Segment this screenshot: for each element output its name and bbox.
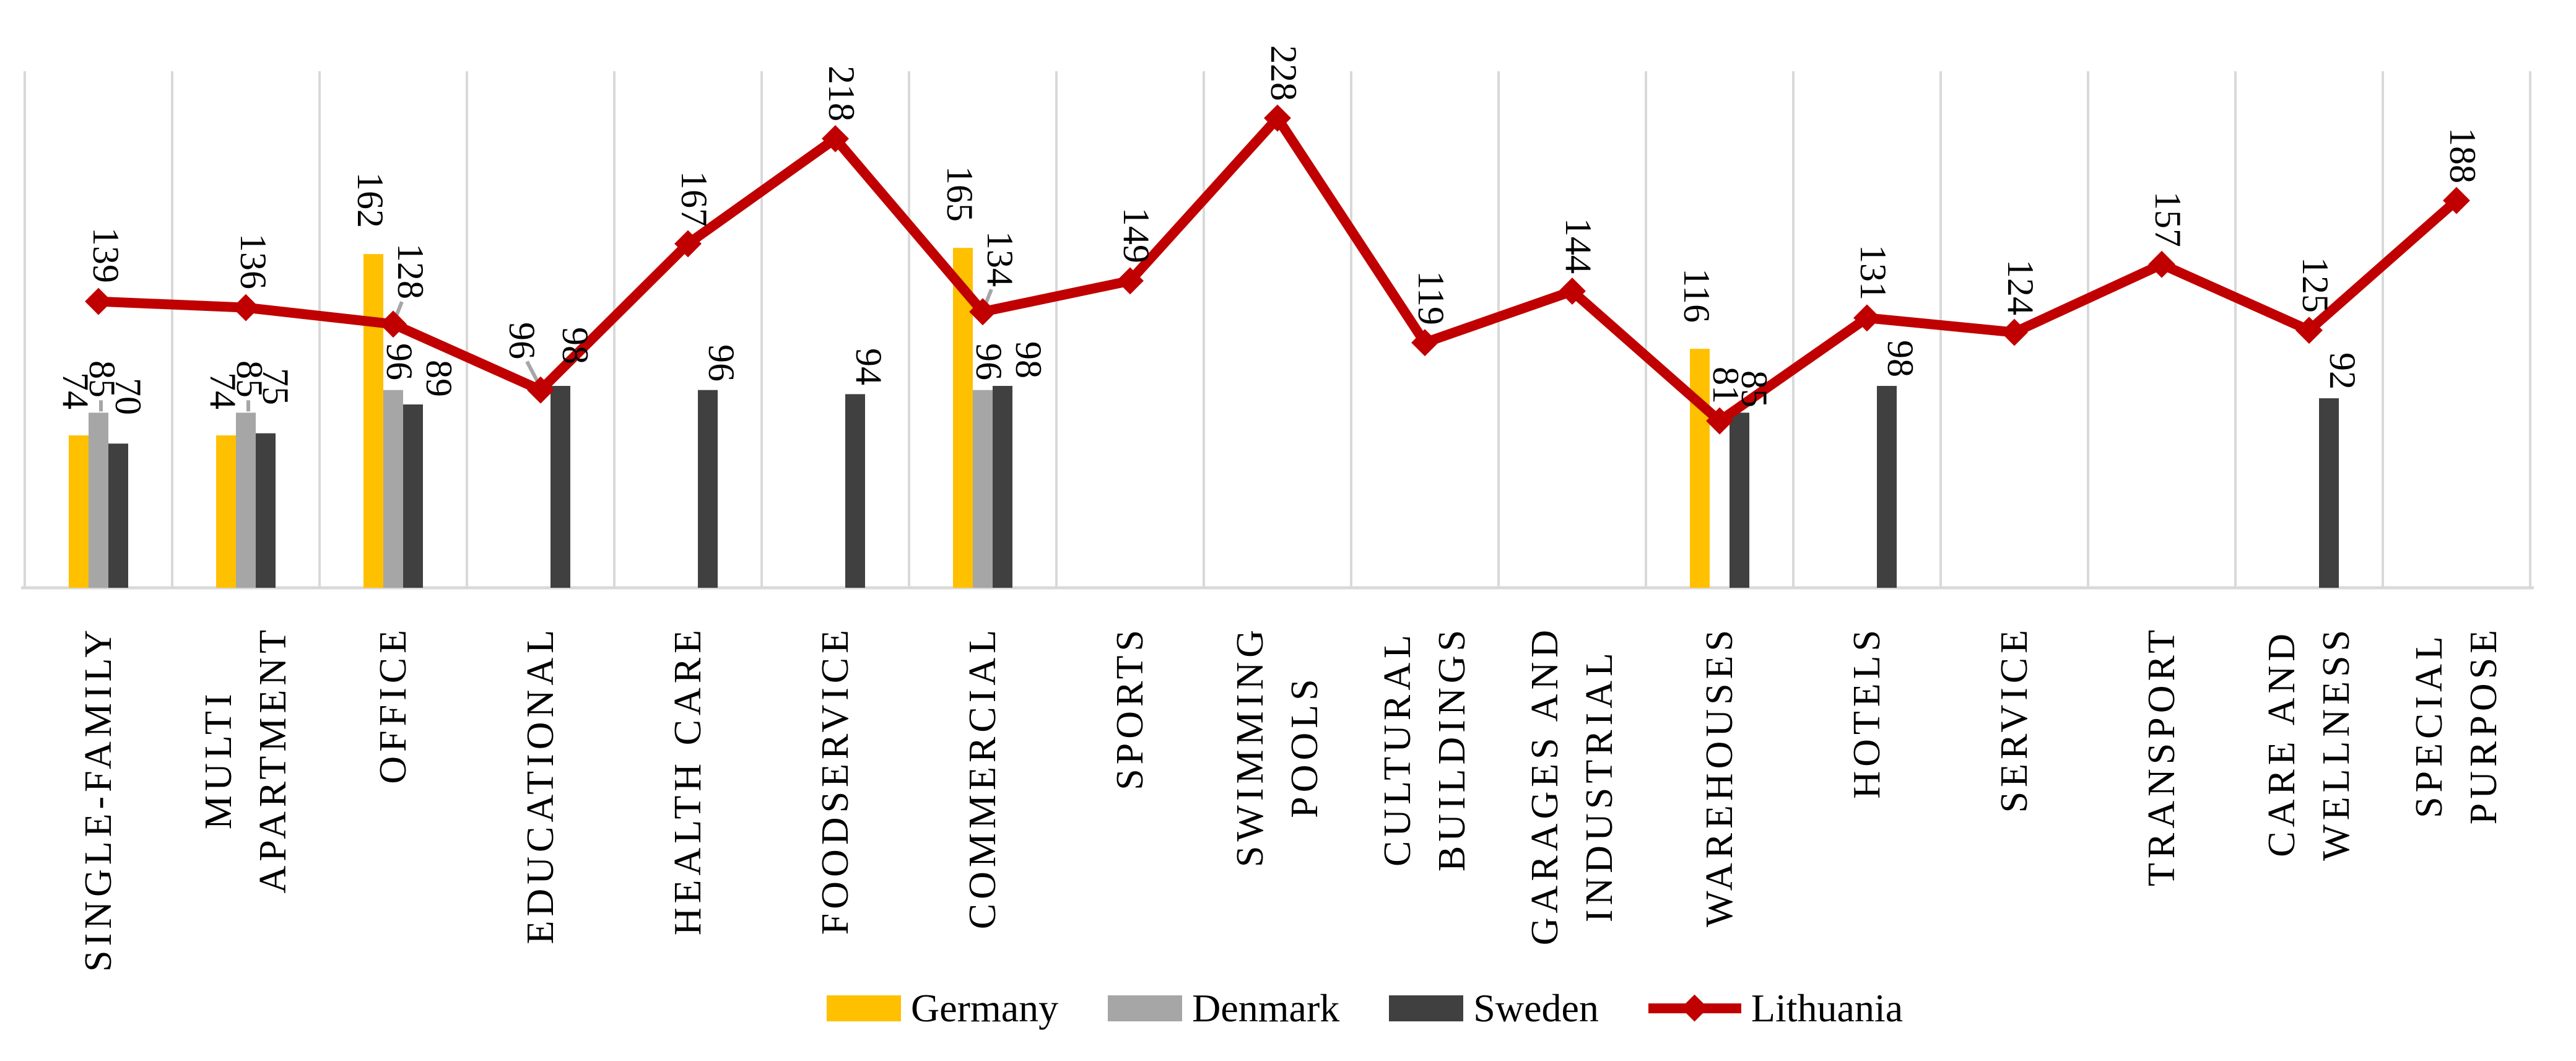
- legend-label: Lithuania: [1751, 986, 1904, 1030]
- data-label: 136: [233, 233, 274, 289]
- data-label: 119: [1411, 271, 1451, 326]
- category-label: CARE AND WELLNESS: [2261, 626, 2357, 861]
- category-label: SWIMMING POOLS: [1229, 626, 1326, 868]
- data-label: 139: [85, 227, 126, 283]
- bar-sweden: [2319, 398, 2339, 588]
- data-label: 228: [1263, 45, 1304, 101]
- category-label: COMMERCIAL: [962, 626, 1004, 930]
- data-label: 94: [848, 348, 889, 386]
- bar-sweden: [845, 394, 865, 588]
- category-label: OFFICE: [372, 626, 414, 784]
- data-label: 134: [980, 231, 1020, 287]
- data-label: 92: [2322, 352, 2363, 390]
- data-label: 96: [502, 321, 542, 359]
- bar-sweden: [550, 386, 570, 588]
- line-marker-diamond: [527, 376, 554, 404]
- lithuania-line-marker-icon: [1648, 994, 1741, 1022]
- category-label: HOTELS: [1846, 626, 1888, 799]
- legend-item-denmark: Denmark: [1108, 986, 1339, 1031]
- data-label: 98: [1008, 341, 1049, 379]
- data-label: 75: [255, 367, 296, 405]
- category-label: SINGLE-FAMILY: [77, 626, 120, 972]
- data-label: 128: [390, 243, 431, 300]
- data-label: 98: [555, 327, 596, 365]
- data-label: 124: [2000, 259, 2041, 315]
- line-marker-diamond: [2295, 317, 2323, 344]
- category-label: EDUCATIONAL: [520, 626, 562, 945]
- bar-germany: [1690, 349, 1710, 588]
- bar-denmark: [89, 413, 108, 588]
- data-label: 96: [379, 343, 420, 380]
- category-label: WAREHOUSES: [1699, 626, 1741, 927]
- data-label: 98: [1880, 340, 1921, 378]
- data-label: 167: [674, 170, 715, 227]
- line-marker-diamond: [1706, 407, 1733, 435]
- data-label: 89: [419, 359, 459, 397]
- bar-sweden: [993, 386, 1012, 588]
- line-marker-diamond: [232, 294, 259, 321]
- line-marker-diamond: [1411, 329, 1438, 357]
- legend-label: Denmark: [1192, 986, 1340, 1030]
- line-marker-diamond: [85, 287, 112, 315]
- data-label: 218: [821, 65, 862, 121]
- lithuania-diamond-key: [1681, 994, 1708, 1022]
- category-label: SPECIAL PURPOSE: [2408, 626, 2505, 825]
- line-marker-diamond: [2001, 318, 2028, 346]
- bar-sweden: [1730, 413, 1749, 588]
- bar-sweden: [698, 390, 718, 588]
- data-label: 131: [1853, 245, 1894, 301]
- category-label: CULTURAL BUILDINGS: [1377, 626, 1473, 872]
- bar-sweden: [1877, 386, 1897, 588]
- data-label: 144: [1558, 218, 1599, 274]
- bar-sweden: [108, 443, 128, 588]
- legend-label: Germany: [911, 986, 1059, 1030]
- legend-label: Sweden: [1473, 986, 1599, 1030]
- data-label: 96: [968, 343, 1009, 380]
- category-label: TRANSPORT: [2141, 626, 2183, 887]
- category-label: FOODSERVICE: [814, 626, 856, 935]
- bar-germany: [363, 254, 383, 588]
- legend-item-lithuania: Lithuania: [1648, 986, 1903, 1031]
- bar-germany: [216, 435, 236, 588]
- data-label: 70: [108, 378, 149, 416]
- bar-germany: [69, 435, 89, 588]
- data-label: 157: [2147, 191, 2188, 247]
- data-label: 81: [1705, 366, 1746, 404]
- sweden-swatch-icon: [1389, 995, 1464, 1021]
- bar-germany: [953, 248, 973, 588]
- data-label: 149: [1116, 207, 1157, 264]
- category-label: SPORTS: [1109, 626, 1151, 790]
- bar-denmark: [973, 390, 993, 588]
- bar-sweden: [403, 404, 423, 588]
- data-label: 116: [1676, 268, 1717, 323]
- category-label: HEALTH CARE: [667, 626, 709, 936]
- data-label: 125: [2295, 257, 2336, 313]
- data-label: 188: [2442, 127, 2483, 183]
- category-label: MULTI APARTMENT: [198, 626, 294, 894]
- data-label: 165: [939, 166, 980, 222]
- bar-sweden: [256, 433, 276, 588]
- bar-denmark: [236, 413, 256, 588]
- germany-swatch-icon: [827, 995, 901, 1021]
- legend-item-germany: Germany: [827, 986, 1058, 1031]
- category-label: SERVICE: [1993, 626, 2035, 813]
- category-label: GARAGES AND INDUSTRIAL: [1524, 626, 1621, 946]
- data-label: 162: [350, 172, 391, 229]
- data-label: 96: [701, 344, 742, 382]
- denmark-swatch-icon: [1108, 995, 1183, 1021]
- chart-legend: Germany Denmark Sweden Lithuania: [827, 986, 1952, 1031]
- legend-item-sweden: Sweden: [1389, 986, 1599, 1031]
- bar-denmark: [383, 390, 403, 588]
